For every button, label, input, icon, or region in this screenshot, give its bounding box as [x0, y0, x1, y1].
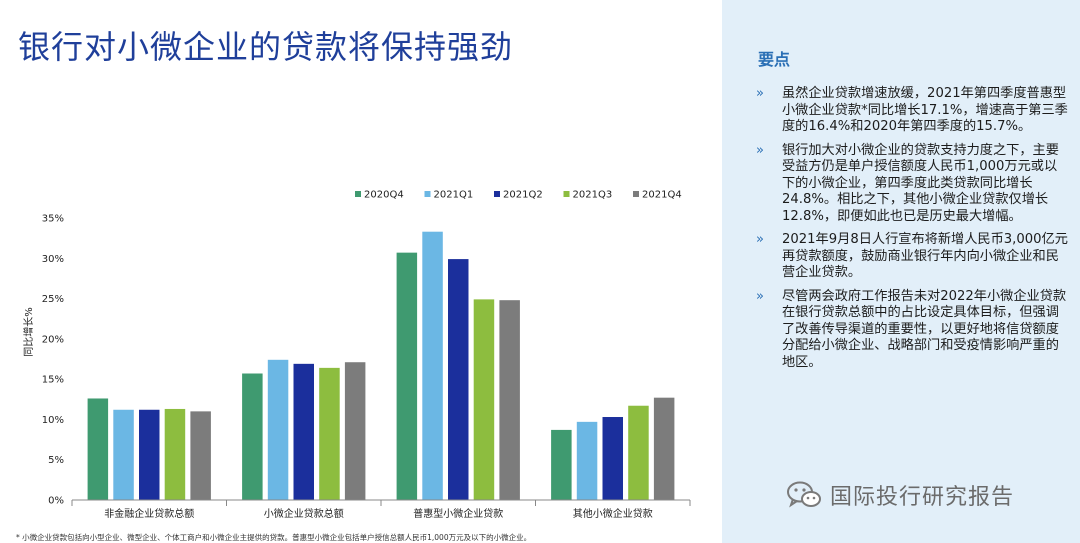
bar [242, 373, 263, 500]
bar [473, 299, 495, 500]
y-tick-label: 30% [42, 254, 64, 265]
x-tick-label: 非金融企业贷款总额 [104, 507, 194, 520]
bar [628, 405, 649, 500]
bar [87, 398, 109, 500]
legend-label: 2021Q3 [573, 190, 613, 201]
bar [267, 359, 289, 500]
key-point-text: 虽然企业贷款增速放缓，2021年第四季度普惠型小微企业贷款*同比增长17.1%，… [782, 86, 1068, 134]
legend-swatch [355, 191, 361, 197]
bar [139, 409, 160, 500]
key-point-text: 尽管两会政府工作报告未对2022年小微企业贷款在银行贷款总额中的占比设定具体目标… [782, 288, 1067, 370]
bullet-icon: » [756, 86, 764, 101]
key-point-item: » 尽管两会政府工作报告未对2022年小微企业贷款在银行贷款总额中的占比设定具体目… [752, 289, 1070, 372]
watermark-text: 国际投行研究报告 [830, 485, 1015, 510]
legend-label: 2021Q2 [503, 190, 543, 201]
bar [576, 421, 598, 500]
key-points-panel: 要点 » 虽然企业贷款增速放缓，2021年第四季度普惠型小微企业贷款*同比增长17… [722, 0, 1080, 543]
bar [113, 409, 134, 500]
legend-swatch [563, 191, 570, 197]
key-point-item: » 2021年9月8日人行宣布将新增人民币3,000亿元再贷款额度，鼓励商业银行年… [752, 232, 1070, 282]
key-point-item: » 虽然企业贷款增速放缓，2021年第四季度普惠型小微企业贷款*同比增长17.1%… [752, 86, 1070, 136]
bar [499, 300, 520, 500]
bar [602, 417, 623, 500]
x-axis: 非金融企业贷款总额 小微企业贷款总额 普惠型小微企业贷款 其他小微企业贷款 [71, 499, 691, 520]
legend-label: 2021Q4 [642, 190, 682, 201]
x-tick-label: 其他小微企业贷款 [573, 507, 653, 520]
bullet-icon: » [756, 232, 764, 247]
bar [293, 363, 314, 500]
bars [87, 231, 675, 500]
legend: 2020Q4 2021Q1 2021Q2 2021Q3 2021Q4 [355, 190, 682, 201]
legend-swatch [494, 191, 500, 197]
bar [190, 411, 211, 500]
key-points-title: 要点 [758, 50, 791, 69]
bar [448, 259, 469, 500]
bar [422, 231, 443, 500]
x-tick-label: 普惠型小微企业贷款 [413, 507, 503, 520]
key-points-list: » 虽然企业贷款增速放缓，2021年第四季度普惠型小微企业贷款*同比增长17.1%… [752, 86, 1070, 378]
footnote: * 小微企业贷款包括向小型企业、微型企业、个体工商户和小微企业主提供的贷款。普惠… [16, 533, 532, 542]
y-tick-label: 15% [42, 375, 64, 386]
page-title: 银行对小微企业的贷款将保持强劲 [18, 28, 514, 66]
y-tick-label: 5% [48, 455, 64, 466]
bar [319, 367, 340, 500]
bar [396, 252, 418, 500]
wechat-icon [787, 481, 821, 508]
legend-swatch [424, 191, 431, 197]
y-axis: 0% 5% 10% 15% 20% 25% 30% 35% [42, 214, 64, 507]
bullet-icon: » [756, 288, 764, 304]
legend-swatch [633, 191, 639, 197]
y-tick-label: 25% [42, 294, 64, 305]
bar [551, 429, 572, 500]
legend-label: 2020Q4 [364, 190, 404, 201]
key-point-text: 2021年9月8日人行宣布将新增人民币3,000亿元再贷款额度，鼓励商业银行年内… [782, 232, 1068, 280]
bullet-icon: » [756, 142, 764, 158]
y-tick-label: 20% [42, 334, 64, 345]
x-tick-label: 小微企业贷款总额 [264, 507, 344, 520]
y-tick-label: 35% [42, 214, 64, 225]
y-tick-label: 10% [42, 415, 64, 426]
bar-chart: 同比增长% 2020Q4 2021Q1 2021Q2 2021Q3 2021Q4 0% 5… [22, 190, 691, 520]
watermark: 国际投行研究报告 [786, 478, 1014, 512]
key-point-text: 银行加大对小微企业的贷款支持力度之下，主要受益方仍是单户授信额度人民币1,000… [782, 142, 1059, 224]
y-tick-label: 0% [48, 496, 64, 507]
y-axis-title: 同比增长% [22, 307, 35, 357]
bar [344, 362, 366, 500]
y-axis-label: 同比增长% [22, 307, 35, 357]
bar [164, 408, 186, 500]
legend-label: 2021Q1 [434, 190, 474, 201]
bar [653, 397, 675, 500]
key-point-item: » 银行加大对小微企业的贷款支持力度之下，主要受益方仍是单户授信额度人民币1,00… [752, 143, 1070, 226]
